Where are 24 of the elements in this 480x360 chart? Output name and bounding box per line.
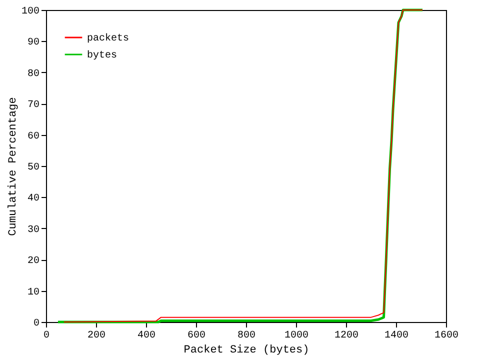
legend-label: bytes: [87, 50, 118, 62]
x-tick-label: 0: [43, 330, 50, 342]
y-tick-label: 100: [21, 6, 40, 18]
x-tick-label: 400: [137, 330, 156, 342]
x-tick-label: 1400: [384, 330, 409, 342]
y-axis-title: Cumulative Percentage: [7, 97, 20, 236]
y-tick-label: 80: [27, 68, 40, 80]
x-tick-label: 1600: [434, 330, 459, 342]
y-tick-label: 50: [27, 162, 40, 174]
y-tick-label: 40: [27, 194, 40, 205]
x-axis-title: Packet Size (bytes): [184, 344, 310, 356]
y-tick-label: 30: [27, 224, 40, 236]
y-tick-label: 10: [27, 287, 40, 298]
x-tick-label: 600: [187, 330, 206, 342]
y-tick-label: 90: [27, 38, 40, 49]
x-tick-label: 1200: [334, 330, 359, 342]
x-tick-label: 800: [237, 330, 256, 342]
y-tick-label: 60: [27, 131, 40, 142]
x-tick-label: 200: [87, 330, 106, 342]
y-tick-label: 0: [33, 318, 40, 330]
legend-label: packets: [87, 32, 130, 44]
y-tick-label: 70: [27, 100, 40, 112]
x-tick-label: 1000: [284, 330, 309, 342]
y-tick-label: 20: [27, 256, 40, 268]
